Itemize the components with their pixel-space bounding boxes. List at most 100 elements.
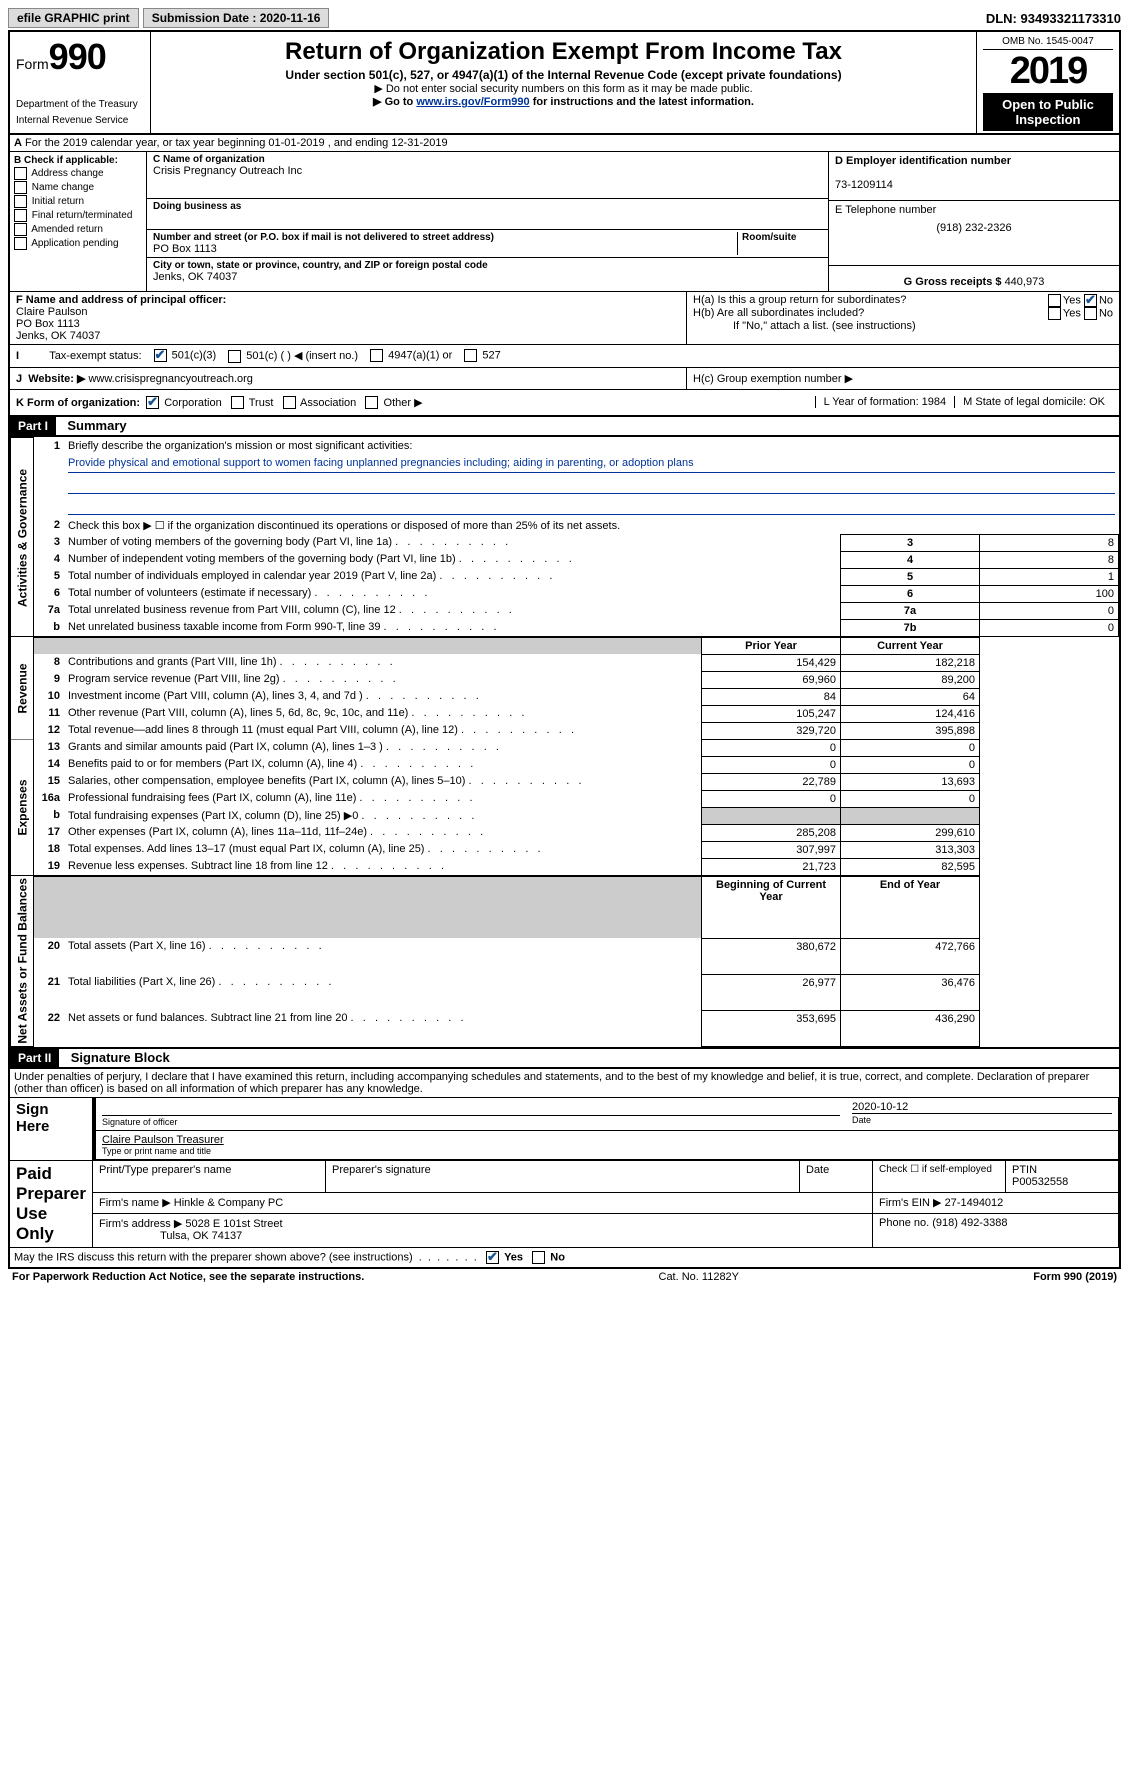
- firm-phone-value: (918) 492-3388: [932, 1217, 1007, 1229]
- firm-ein-value: 27-1494012: [945, 1197, 1004, 1209]
- dln-label: DLN: 93493321173310: [986, 11, 1121, 26]
- firm-addr2: Tulsa, OK 74137: [160, 1230, 242, 1242]
- submission-date: Submission Date : 2020-11-16: [143, 8, 330, 28]
- paid-h4a: Check ☐ if self-employed: [873, 1160, 1006, 1192]
- checkbox-assoc[interactable]: [283, 396, 296, 409]
- sig-name-value: Claire Paulson Treasurer: [102, 1134, 1112, 1146]
- part1-title: Summary: [59, 416, 134, 435]
- checkbox-other[interactable]: [365, 396, 378, 409]
- phone-value: (918) 232-2326: [835, 216, 1113, 234]
- checkbox-pending[interactable]: [14, 237, 27, 250]
- efile-print-button[interactable]: efile GRAPHIC print: [8, 8, 139, 28]
- checkbox-501c3[interactable]: [154, 349, 167, 362]
- irs: Internal Revenue Service: [16, 115, 128, 126]
- officer-name: Claire Paulson: [16, 306, 88, 318]
- row-k: K Form of organization: Corporation Trus…: [10, 390, 1119, 418]
- firm-phone-label: Phone no.: [879, 1217, 929, 1229]
- paid-preparer-table: Paid Preparer Use Only Print/Type prepar…: [10, 1160, 1119, 1248]
- sign-here-table: Sign Here Signature of officer 2020-10-1…: [10, 1097, 1119, 1160]
- checkbox-527[interactable]: [464, 349, 477, 362]
- tab-governance: Activities & Governance: [11, 438, 34, 637]
- paid-h3: Date: [800, 1160, 873, 1192]
- summary-table: Activities & Governance 1 Briefly descri…: [10, 437, 1119, 1047]
- subtitle-1: Under section 501(c), 527, or 4947(a)(1)…: [155, 68, 972, 82]
- mission-text: Provide physical and emotional support t…: [68, 456, 1115, 473]
- form-word: Form: [16, 56, 49, 72]
- checkbox-address-change[interactable]: [14, 167, 27, 180]
- checkbox-discuss-yes[interactable]: [486, 1251, 499, 1264]
- gross-value: 440,973: [1005, 276, 1045, 288]
- hb-label: H(b) Are all subordinates included?: [693, 307, 1048, 320]
- checkbox-discuss-no[interactable]: [532, 1251, 545, 1264]
- footer-left: For Paperwork Reduction Act Notice, see …: [12, 1271, 364, 1283]
- ha-label: H(a) Is this a group return for subordin…: [693, 294, 1048, 307]
- box-b: B Check if applicable: Address change Na…: [10, 152, 147, 291]
- ein-label: D Employer identification number: [835, 155, 1113, 167]
- form-number: 990: [49, 36, 106, 77]
- ptin-label: PTIN: [1012, 1164, 1037, 1176]
- year-cell: OMB No. 1545-0047 2019 Open to Public In…: [977, 31, 1121, 134]
- sig-officer-label: Signature of officer: [102, 1115, 840, 1127]
- checkbox-amended[interactable]: [14, 223, 27, 236]
- irs-link[interactable]: www.irs.gov/Form990: [416, 96, 529, 108]
- gross-label: G Gross receipts $: [904, 276, 1002, 288]
- room-label: Room/suite: [742, 232, 822, 243]
- footer-right: Form 990 (2019): [1033, 1271, 1117, 1283]
- paid-preparer-label: Paid Preparer Use Only: [10, 1160, 93, 1247]
- row-j: J Website: ▶ www.crisispregnancyoutreach…: [10, 368, 1119, 390]
- checkbox-ha-no[interactable]: [1084, 294, 1097, 307]
- mission-blank-2: [68, 498, 1115, 515]
- subtitle-3: ▶ Go to www.irs.gov/Form990 for instruct…: [155, 95, 972, 108]
- sig-name-label: Type or print name and title: [102, 1146, 1112, 1156]
- hc-label: H(c) Group exemption number ▶: [686, 368, 1119, 389]
- checkbox-corp[interactable]: [146, 396, 159, 409]
- firm-addr1: 5028 E 101st Street: [185, 1218, 282, 1230]
- checkbox-4947[interactable]: [370, 349, 383, 362]
- tax-status-label: Tax-exempt status:: [49, 350, 141, 362]
- year-formation: L Year of formation: 1984: [815, 396, 955, 408]
- col-d-g: D Employer identification number 73-1209…: [828, 152, 1119, 291]
- box-f: F Name and address of principal officer:…: [10, 292, 686, 344]
- city-label: City or town, state or province, country…: [153, 260, 822, 271]
- footer-mid: Cat. No. 11282Y: [659, 1271, 740, 1283]
- checkbox-final-return[interactable]: [14, 209, 27, 222]
- discuss-label: May the IRS discuss this return with the…: [14, 1251, 413, 1263]
- topbar: efile GRAPHIC print Submission Date : 20…: [8, 8, 1121, 28]
- perjury-text: Under penalties of perjury, I declare th…: [9, 1068, 1120, 1097]
- checkbox-initial-return[interactable]: [14, 195, 27, 208]
- checkbox-hb-yes[interactable]: [1048, 307, 1061, 320]
- hb-note: If "No," attach a list. (see instruction…: [693, 320, 1113, 332]
- form-org-label: K Form of organization:: [16, 397, 140, 409]
- subtitle-2: ▶ Do not enter social security numbers o…: [155, 82, 972, 95]
- dba-label: Doing business as: [153, 201, 822, 212]
- paid-h2: Preparer's signature: [326, 1160, 800, 1192]
- checkbox-name-change[interactable]: [14, 181, 27, 194]
- firm-ein-label: Firm's EIN ▶: [879, 1197, 942, 1209]
- title-cell: Return of Organization Exempt From Incom…: [151, 31, 977, 134]
- omb-number: OMB No. 1545-0047: [983, 34, 1113, 50]
- q2: Check this box ▶ ☐ if the organization d…: [64, 517, 1119, 535]
- checkbox-ha-yes[interactable]: [1048, 294, 1061, 307]
- addr-label: Number and street (or P.O. box if mail i…: [153, 232, 737, 243]
- officer-addr1: PO Box 1113: [16, 318, 80, 330]
- part1-header: Part I: [10, 417, 56, 435]
- row-i: I Tax-exempt status: 501(c)(3) 501(c) ( …: [10, 345, 1119, 368]
- form-title: Return of Organization Exempt From Incom…: [155, 38, 972, 66]
- sig-date-value: 2020-10-12: [852, 1101, 1112, 1113]
- sig-date-label: Date: [852, 1113, 1112, 1125]
- row-f-h: F Name and address of principal officer:…: [10, 292, 1119, 345]
- tax-year: 2019: [983, 50, 1113, 93]
- website-value: www.crisispregnancyoutreach.org: [85, 373, 253, 385]
- part2-title: Signature Block: [63, 1048, 178, 1067]
- row-a: A For the 2019 calendar year, or tax yea…: [9, 134, 1120, 152]
- checkbox-501c[interactable]: [228, 350, 241, 363]
- checkbox-trust[interactable]: [231, 396, 244, 409]
- checkbox-hb-no[interactable]: [1084, 307, 1097, 320]
- firm-name-label: Firm's name ▶: [99, 1197, 171, 1209]
- form-table: Form990 Department of the Treasury Inter…: [8, 30, 1121, 1269]
- form-id-cell: Form990 Department of the Treasury Inter…: [9, 31, 151, 134]
- footer: For Paperwork Reduction Act Notice, see …: [8, 1269, 1121, 1285]
- org-name-label: C Name of organization: [153, 154, 822, 165]
- city-value: Jenks, OK 74037: [153, 271, 822, 283]
- box-h: H(a) Is this a group return for subordin…: [686, 292, 1119, 344]
